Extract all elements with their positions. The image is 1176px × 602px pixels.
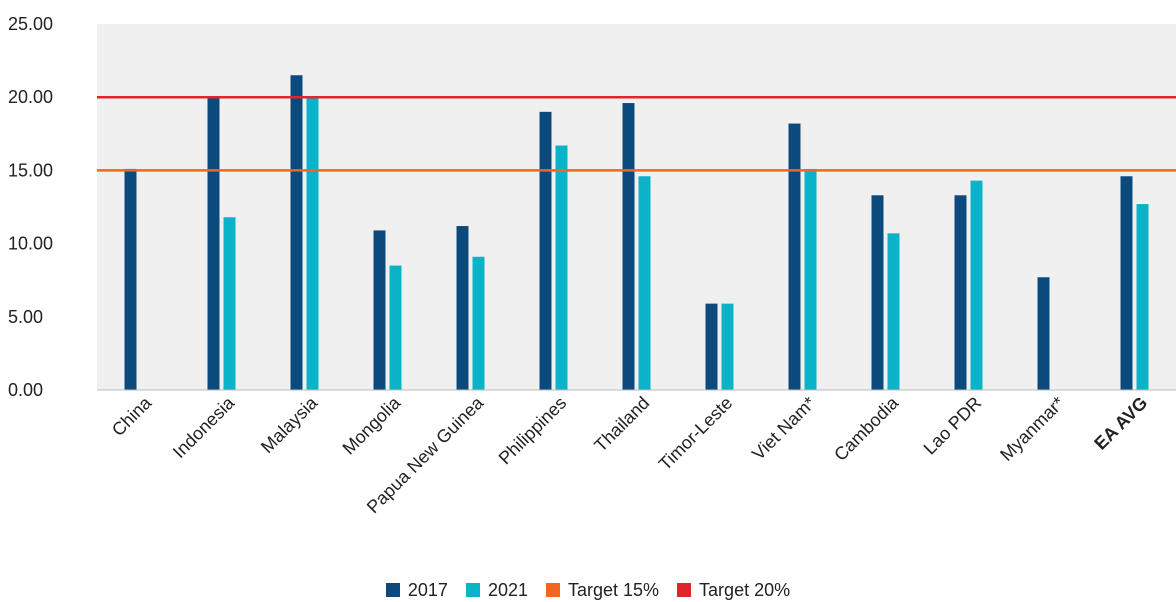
x-tick-label: Malaysia (257, 392, 322, 457)
legend-swatch (465, 583, 480, 597)
x-tick-label: Cambodia (830, 392, 903, 465)
y-tick-label: 0.00 (8, 380, 43, 400)
bar-2021-papua-new-guinea (472, 256, 485, 390)
bar-2017-myanmar (1037, 277, 1050, 390)
x-tick-label: EA AVG (1090, 393, 1151, 454)
bar-2017-papua-new-guinea (456, 226, 469, 390)
bar-2021-lao-pdr (970, 180, 983, 390)
legend-label: Target 20% (699, 579, 791, 600)
x-tick-label: Mongolia (339, 392, 405, 458)
x-tick-label: Lao PDR (920, 393, 986, 459)
bar-2017-thailand (622, 103, 635, 390)
bar-2021-malaysia (306, 97, 319, 390)
bar-2017-lao-pdr (954, 195, 967, 390)
y-tick-label: 20.00 (8, 87, 53, 107)
x-tick-label: Thailand (590, 393, 653, 456)
y-tick-label: 15.00 (8, 160, 53, 180)
bar-2021-ea-avg (1136, 204, 1149, 390)
bar-2017-mongolia (373, 230, 386, 390)
bar-2021-indonesia (223, 217, 236, 390)
reference-lines (97, 95, 1176, 172)
legend: 2017 2021 Target 15% Target 20% (0, 578, 1176, 602)
bar-2021-thailand (638, 176, 651, 390)
legend-label: 2017 (407, 579, 448, 600)
legend-label: 2021 (487, 579, 528, 600)
x-tick-label: Indonesia (169, 392, 239, 462)
bar-2017-indonesia (207, 97, 220, 390)
bar-2021-mongolia (389, 265, 402, 390)
bar-2021-cambodia (887, 233, 900, 390)
y-tick-label: 25.00 (8, 14, 53, 34)
bar-2021-viet-nam (804, 168, 817, 390)
bar-2017-malaysia (290, 75, 303, 391)
bar-2021-timor-leste (721, 303, 734, 390)
x-tick-label: Viet Nam* (748, 393, 819, 464)
x-tick-label: Myanmar* (996, 393, 1068, 465)
legend-item: Target 20% (677, 580, 790, 601)
legend-swatch (545, 583, 560, 597)
plot-area (97, 24, 1176, 390)
y-tick-label: 5.00 (8, 307, 43, 327)
bars (124, 75, 1149, 391)
bar-2021-philippines (555, 145, 568, 390)
legend-item: 2017 (385, 579, 448, 601)
x-tick-label: Philippines (495, 393, 571, 469)
legend-label: Target 15% (567, 579, 660, 600)
x-tick-label: Timor-Leste (655, 393, 737, 475)
legend-swatch (385, 583, 400, 597)
bar-2017-philippines (539, 111, 552, 390)
bar-2017-timor-leste (705, 303, 718, 390)
x-tick-label: China (108, 392, 156, 440)
bar-2017-china (124, 168, 137, 390)
y-axis: 0.00 5.00 10.00 15.00 20.00 25.00 (8, 14, 53, 400)
bar-2017-cambodia (871, 195, 884, 390)
legend-swatch (677, 583, 692, 597)
bar-2017-viet-nam (788, 123, 801, 390)
legend-item: Target 15% (545, 579, 660, 601)
bar-2017-ea-avg (1120, 176, 1133, 390)
legend-item: 2021 (465, 579, 528, 601)
y-tick-label: 10.00 (8, 234, 53, 254)
